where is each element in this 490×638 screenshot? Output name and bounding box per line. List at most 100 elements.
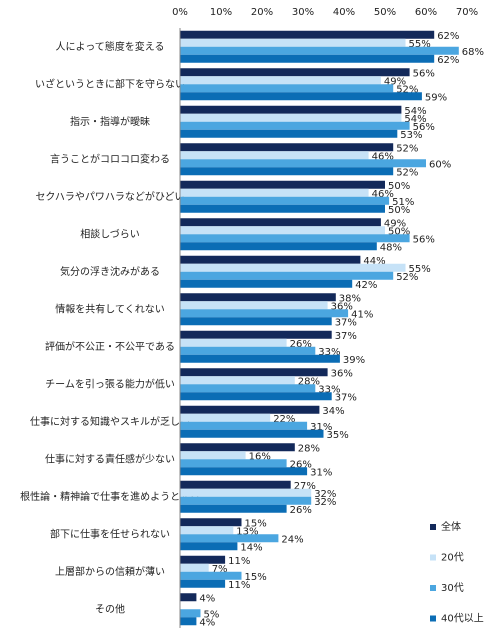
x-tick-label: 40%	[333, 7, 355, 18]
bar	[180, 526, 234, 535]
value-label: 52%	[396, 84, 418, 95]
value-label: 15%	[245, 518, 267, 529]
x-tick-label: 0%	[172, 7, 188, 18]
value-label: 4%	[199, 617, 215, 628]
value-label: 46%	[372, 151, 394, 162]
value-label: 44%	[363, 256, 385, 267]
value-label: 14%	[240, 542, 262, 553]
category-label: 評価が不公正・不公平である	[45, 340, 175, 353]
x-tick-label: 30%	[292, 7, 314, 18]
value-label: 32%	[314, 489, 336, 500]
bar	[180, 92, 422, 101]
bar	[180, 467, 308, 476]
category-label: 人によって態度を変える	[56, 40, 165, 53]
value-label: 33%	[318, 384, 340, 395]
value-label: 60%	[429, 159, 451, 170]
bar	[180, 392, 332, 401]
bar	[180, 330, 332, 339]
value-label: 39%	[343, 355, 365, 366]
legend-label: 20代	[441, 552, 464, 564]
category-label: その他	[95, 602, 125, 615]
value-label: 34%	[322, 406, 344, 417]
bar	[180, 451, 246, 460]
bar	[180, 309, 349, 318]
bar	[180, 301, 328, 310]
bar	[180, 30, 435, 39]
legend-swatch	[430, 585, 436, 591]
value-label: 55%	[409, 39, 431, 50]
category-label: 根性論・精神論で仕事を進めようとする	[20, 490, 200, 503]
x-tick-label: 20%	[251, 7, 273, 18]
value-label: 11%	[228, 580, 250, 591]
bar	[180, 571, 242, 580]
value-label: 36%	[331, 301, 353, 312]
value-label: 31%	[310, 467, 332, 478]
value-label: 11%	[228, 556, 250, 567]
value-label: 28%	[298, 443, 320, 454]
value-label: 55%	[409, 264, 431, 275]
bar	[180, 443, 295, 452]
legend-swatch	[430, 554, 436, 561]
bar	[180, 405, 320, 414]
value-label: 51%	[392, 197, 414, 208]
value-label: 54%	[404, 106, 426, 117]
bar	[180, 234, 410, 243]
bar	[180, 129, 398, 138]
x-tick-label: 10%	[210, 7, 232, 18]
legend-label: 30代	[441, 582, 464, 594]
bar	[180, 159, 426, 168]
bar	[180, 555, 226, 564]
bar	[180, 609, 201, 618]
bar	[180, 38, 406, 47]
value-label: 56%	[413, 122, 435, 133]
value-label: 26%	[290, 459, 312, 470]
value-label: 50%	[388, 226, 410, 237]
bar	[180, 76, 381, 85]
category-label: 上層部からの信頼が薄い	[55, 565, 165, 578]
x-tick-label: 50%	[374, 7, 396, 18]
value-label: 68%	[462, 47, 484, 58]
bar	[180, 504, 287, 513]
x-tick-label: 60%	[415, 7, 437, 18]
bar	[180, 151, 369, 160]
value-label: 38%	[339, 293, 361, 304]
bar	[180, 204, 385, 213]
bar	[180, 263, 406, 272]
category-label: 情報を共有してくれない	[55, 302, 164, 315]
bar	[180, 113, 402, 122]
bar	[180, 255, 361, 264]
value-label: 54%	[404, 114, 426, 125]
category-label: セクハラやパワハラなどがひどい	[35, 190, 184, 203]
bar	[180, 167, 394, 176]
bar	[180, 143, 394, 152]
bar	[180, 421, 308, 430]
bar	[180, 84, 394, 93]
category-label: チームを引っ張る能力が低い	[45, 377, 175, 390]
bar	[180, 338, 287, 347]
bar	[180, 317, 332, 326]
value-label: 37%	[335, 392, 357, 403]
bar	[180, 180, 385, 189]
value-label: 56%	[413, 234, 435, 245]
legend-label: 全体	[441, 520, 461, 533]
bar	[180, 121, 410, 130]
value-label: 49%	[384, 76, 406, 87]
value-label: 62%	[437, 55, 459, 66]
bar	[180, 279, 353, 288]
bar	[180, 488, 312, 497]
value-label: 31%	[310, 422, 332, 433]
bar	[180, 459, 287, 468]
legend-label: 40代以上	[441, 613, 484, 625]
bar	[180, 196, 390, 205]
category-label: 相談しづらい	[80, 227, 139, 240]
value-label: 27%	[294, 481, 316, 492]
value-label: 46%	[372, 189, 394, 200]
value-label: 33%	[318, 347, 340, 358]
value-label: 24%	[281, 534, 303, 545]
value-label: 56%	[413, 68, 435, 79]
value-label: 59%	[425, 92, 447, 103]
bar	[180, 413, 271, 422]
bar	[180, 354, 340, 363]
value-label: 32%	[314, 497, 336, 508]
